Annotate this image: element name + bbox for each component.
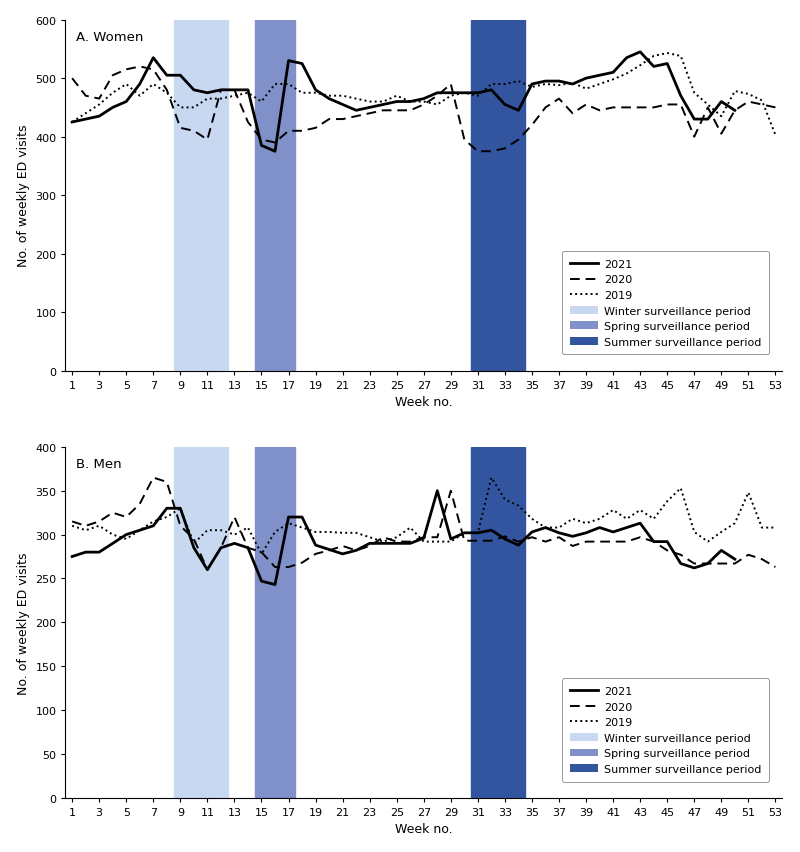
Legend: 2021, 2020, 2019, Winter surveillance period, Spring surveillance period, Summer: 2021, 2020, 2019, Winter surveillance pe… — [562, 252, 770, 355]
Y-axis label: No. of weekly ED visits: No. of weekly ED visits — [17, 124, 30, 267]
Bar — [254, 447, 295, 797]
Bar — [471, 447, 526, 797]
Legend: 2021, 2020, 2019, Winter surveillance period, Spring surveillance period, Summer: 2021, 2020, 2019, Winter surveillance pe… — [562, 678, 770, 782]
Text: A. Women: A. Women — [76, 32, 143, 44]
Bar — [471, 20, 526, 371]
Bar — [254, 20, 295, 371]
Text: B. Men: B. Men — [76, 458, 122, 471]
X-axis label: Week no.: Week no. — [395, 395, 453, 409]
Bar — [174, 447, 228, 797]
X-axis label: Week no.: Week no. — [395, 822, 453, 835]
Y-axis label: No. of weekly ED visits: No. of weekly ED visits — [17, 551, 30, 694]
Bar — [174, 20, 228, 371]
